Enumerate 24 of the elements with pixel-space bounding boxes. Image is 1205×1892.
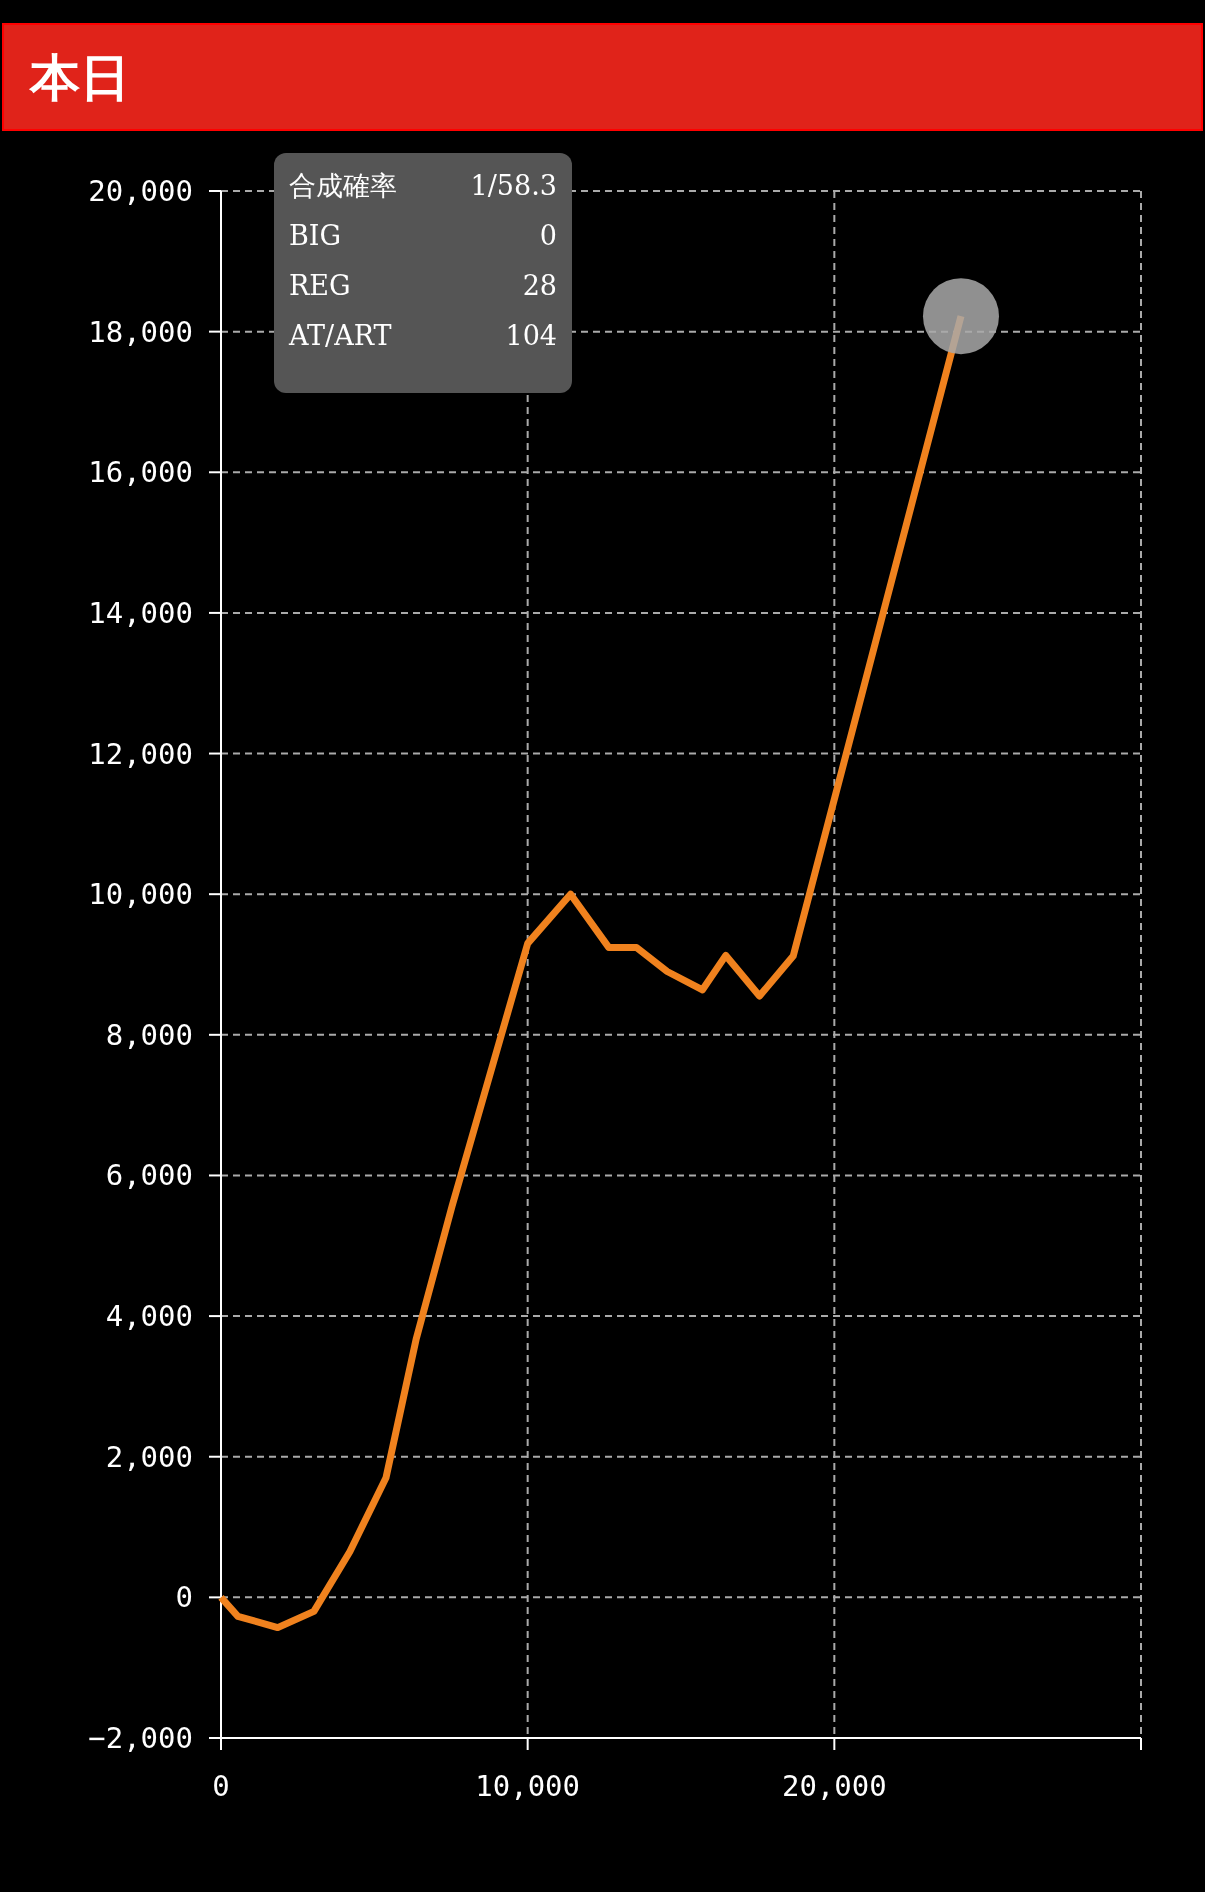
chart-title: 本日 [28,48,130,107]
annotation: AT/ART [288,320,392,351]
annotation: BIG [289,220,342,251]
y-tick-label: 0 [175,1580,193,1615]
annotation: 0 [539,220,557,251]
annotation: 合成確率 [289,170,397,201]
y-tick-label: 6,000 [105,1158,193,1193]
y-tick-label: 20,000 [88,174,193,208]
y-tick-label: 12,000 [88,736,193,771]
y-tick-label: 16,000 [88,455,193,490]
x-tick-label: 10,000 [475,1769,581,1803]
annotation: REG [289,270,351,301]
y-tick-label: −2,000 [88,1721,193,1755]
annotation: 28 [522,270,557,301]
x-tick-label: 20,000 [781,1769,887,1803]
y-tick-label: 18,000 [88,314,193,349]
y-tick-label: 8,000 [105,1017,193,1052]
annotation: 1/58.3 [470,170,557,201]
y-tick-label: 14,000 [88,595,193,630]
y-tick-label: 4,000 [105,1299,193,1334]
y-tick-label: 10,000 [88,877,193,912]
annotation: 104 [505,320,557,351]
y-tick-label: 2,000 [105,1439,193,1474]
x-tick-label: 0 [212,1769,230,1803]
